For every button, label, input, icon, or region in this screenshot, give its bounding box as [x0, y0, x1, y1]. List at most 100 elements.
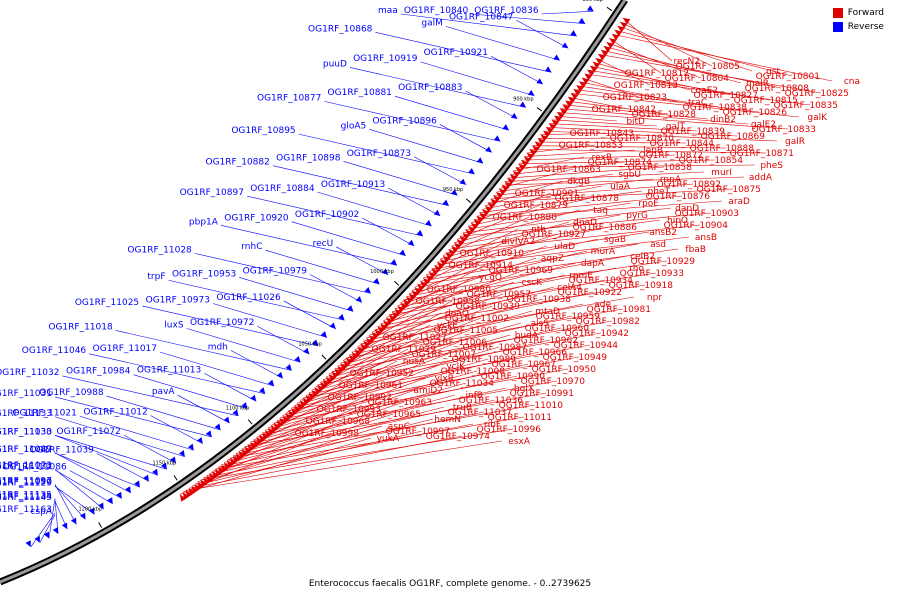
reverse-leader-line: [400, 13, 577, 37]
forward-feature: [484, 205, 493, 213]
forward-feature: [581, 77, 590, 85]
forward-leader-line: [191, 430, 423, 487]
reverse-gene-label: OG1RF_10919: [353, 54, 418, 64]
forward-leader-line: [562, 104, 709, 120]
forward-feature: [302, 398, 310, 406]
reverse-leader-line: [96, 453, 149, 482]
reverse-leader-line: [54, 416, 185, 458]
forward-feature: [611, 34, 620, 41]
forward-feature: [543, 131, 551, 138]
reverse-leader-line: [54, 452, 140, 488]
reverse-gene-label: OG1RF_10898: [276, 153, 341, 163]
forward-gene-label: OG1RF_10970: [521, 377, 586, 387]
reverse-gene-label: OG1RF_10881: [328, 88, 392, 98]
reverse-feature: [586, 5, 594, 12]
forward-feature: [340, 363, 348, 371]
reverse-gene-label: OG1RF_11163: [0, 505, 52, 515]
forward-leader-line: [540, 132, 607, 136]
reverse-feature: [43, 531, 50, 539]
forward-feature: [377, 326, 385, 334]
forward-leader-line: [611, 33, 833, 82]
reverse-leader-line: [272, 165, 449, 207]
forward-feature: [366, 338, 374, 346]
reverse-gene-label: OG1RF_10836: [474, 6, 539, 16]
forward-feature: [386, 317, 394, 325]
forward-gene-label: pheS: [760, 161, 783, 171]
reverse-leader-line: [413, 156, 467, 186]
reverse-gene-label: OG1RF_10979: [243, 266, 308, 276]
reverse-leader-line: [246, 195, 424, 237]
reverse-gene-label: OG1RF_11025: [75, 298, 139, 308]
forward-feature: [470, 222, 479, 230]
reverse-gene-label: OG1RF_10884: [250, 184, 315, 194]
forward-leader-line: [515, 164, 756, 168]
forward-gene-label: OG1RF_10880: [493, 213, 558, 223]
forward-feature: [442, 255, 451, 263]
forward-gene-label: malR: [746, 79, 769, 89]
reverse-leader-line: [106, 395, 221, 431]
forward-leader-line: [291, 351, 540, 409]
forward-feature: [501, 185, 510, 192]
forward-gene-label: mtaD: [535, 307, 560, 317]
forward-gene-label: OG1RF_10998: [295, 429, 360, 439]
reverse-feature: [381, 268, 389, 275]
forward-feature: [507, 178, 515, 185]
forward-leader-line: [431, 236, 690, 269]
map-title: Enterococcus faecalis OG1RF, complete ge…: [308, 579, 592, 589]
reverse-leader-line: [309, 274, 363, 303]
forward-feature: [297, 403, 304, 411]
forward-gene-label: murI: [711, 168, 732, 178]
reverse-feature: [134, 480, 140, 488]
forward-gene-label: OG1RF_11011: [488, 413, 552, 423]
forward-leader-line: [235, 394, 456, 454]
forward-gene-label: OG1RF_10843: [570, 129, 634, 139]
reverse-gene-label: cspA: [30, 507, 52, 517]
reverse-leader-line: [445, 26, 560, 61]
forward-feature: [389, 314, 397, 322]
forward-leader-line: [247, 387, 507, 445]
forward-gene-label: dinB2: [710, 115, 736, 125]
forward-feature: [521, 160, 529, 167]
forward-feature: [311, 390, 319, 398]
forward-gene-label: OG1RF_10842: [592, 105, 656, 115]
forward-gene-label: rpoE: [638, 199, 659, 209]
forward-gene-label: recN2: [674, 57, 700, 67]
reverse-feature: [125, 486, 131, 493]
forward-gene-label: ulaD: [554, 242, 575, 252]
forward-gene-label: OG1RF_10879: [504, 201, 569, 211]
reverse-leader-line: [291, 221, 406, 257]
forward-feature: [326, 377, 333, 385]
forward-gene-label: OG1RF_10929: [631, 257, 696, 267]
forward-feature: [479, 212, 487, 220]
reverse-leader-line: [54, 396, 212, 438]
reverse-leader-line: [230, 350, 284, 379]
tick-mark: [465, 198, 472, 204]
forward-gene-label: OG1RF_10869: [701, 132, 766, 142]
reverse-gene-label: OG1RF_10897: [180, 188, 244, 198]
reverse-gene-label: OG1RF_10921: [424, 48, 488, 58]
forward-gene-label: OG1RF_10858: [628, 163, 693, 173]
tick-label: 1050 kbp: [298, 342, 322, 348]
forward-feature: [423, 278, 431, 286]
reverse-feature: [187, 443, 194, 451]
forward-feature: [417, 284, 425, 292]
forward-leader-line: [473, 200, 723, 220]
reverse-leader-line: [69, 470, 122, 499]
reverse-leader-line: [516, 19, 569, 49]
forward-leader-line: [224, 401, 405, 463]
reverse-gene-label: gloA5: [341, 121, 367, 131]
forward-gene-label: OG1RF_10939: [456, 302, 521, 312]
reverse-feature: [570, 30, 577, 37]
forward-feature: [590, 66, 598, 73]
forward-leader-line: [394, 262, 577, 310]
forward-feature: [532, 145, 540, 153]
forward-leader-line: [490, 183, 694, 200]
reverse-leader-line: [257, 325, 310, 355]
reverse-feature: [52, 527, 59, 534]
forward-gene-label: OG1RF_10968: [306, 417, 371, 427]
forward-gene-label: OG1RF_10838: [683, 103, 748, 113]
forward-gene-label: infB: [465, 391, 483, 401]
forward-gene-label: ade: [594, 300, 611, 310]
reverse-leader-line: [39, 514, 56, 543]
